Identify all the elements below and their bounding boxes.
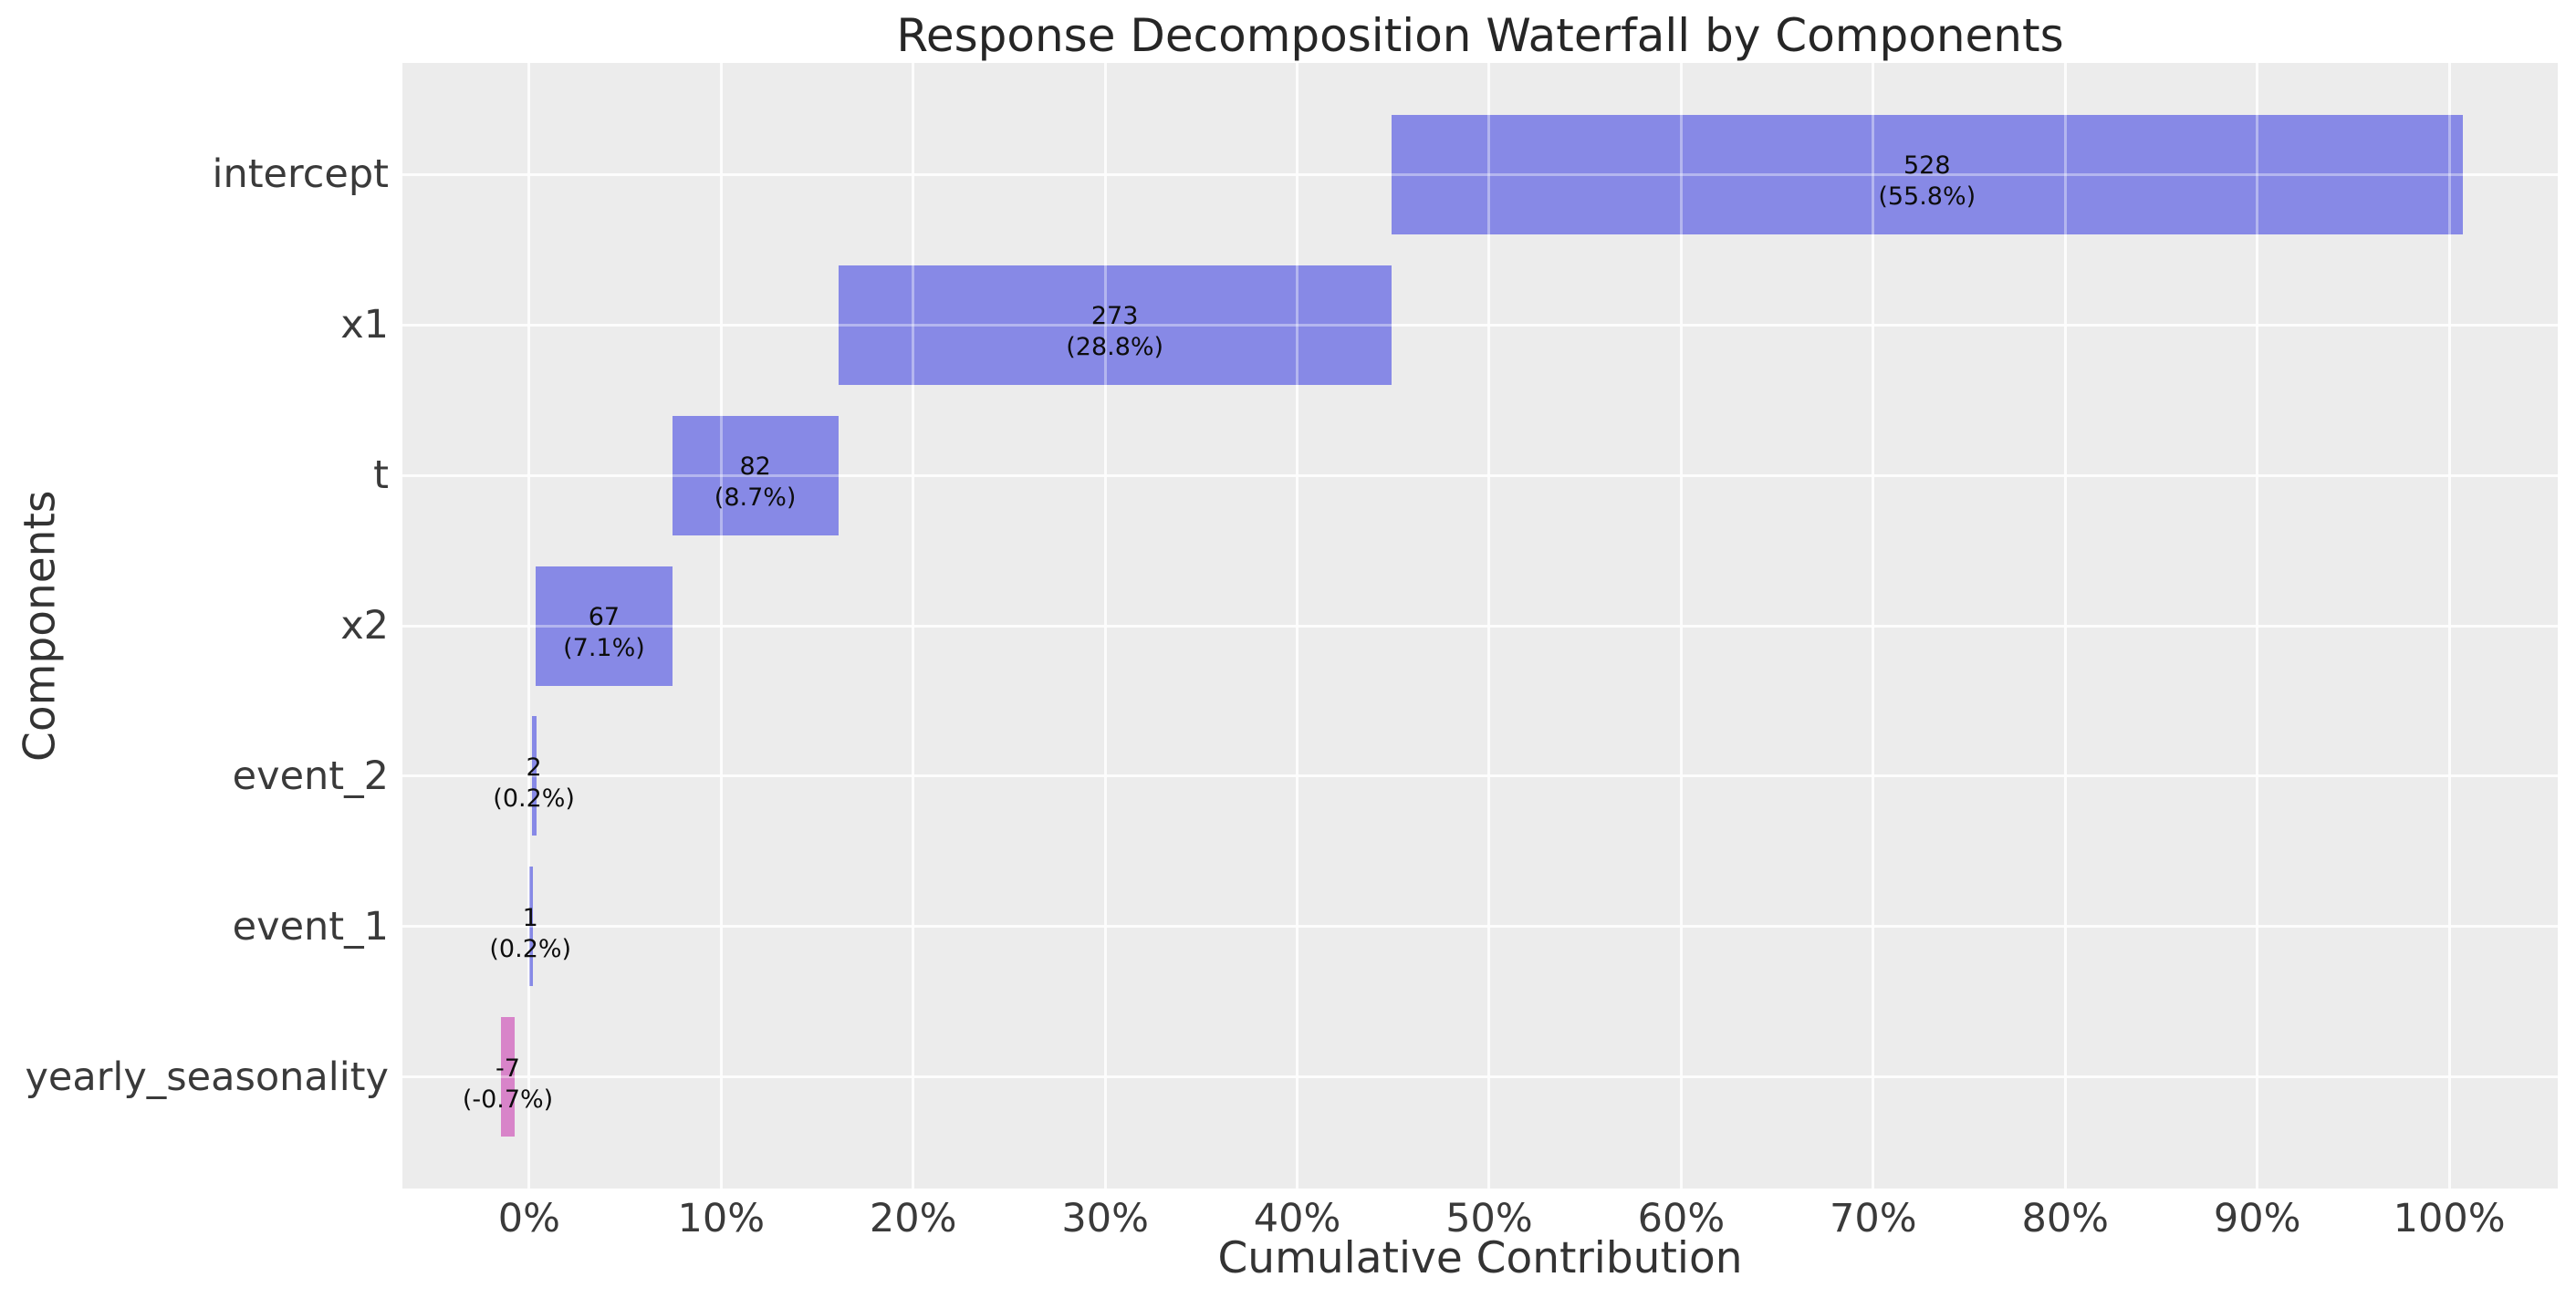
gridline-horizontal xyxy=(402,624,2558,628)
bar-label-yearly_seasonality: -7 (-0.7%) xyxy=(463,1054,553,1116)
bar-percent: (-0.7%) xyxy=(462,1085,554,1114)
x-tick-label: 50% xyxy=(1445,1196,1533,1241)
bar-percent: (28.8%) xyxy=(1066,333,1164,362)
x-tick-label: 90% xyxy=(2213,1196,2301,1241)
bar-label-event_1: 1 (0.2%) xyxy=(489,903,571,965)
gridline-horizontal-overlay xyxy=(402,774,2558,778)
gridline-vertical-overlay xyxy=(527,63,531,1189)
gridline-vertical-overlay xyxy=(1872,63,1875,1189)
gridline-horizontal-overlay xyxy=(402,624,2558,628)
gridline-vertical-overlay xyxy=(1296,63,1299,1189)
bar-event_2 xyxy=(531,716,537,836)
gridline-vertical-overlay xyxy=(1679,63,1683,1189)
bar-value: 528 xyxy=(1903,151,1951,181)
x-axis-title: Cumulative Contribution xyxy=(1217,1233,1743,1283)
bar-label-t: 82 (8.7%) xyxy=(714,452,797,514)
bar-value: -7 xyxy=(495,1054,520,1083)
bar-percent: (7.1%) xyxy=(563,634,645,662)
gridline-vertical-overlay xyxy=(2447,63,2451,1189)
bar-value: 1 xyxy=(522,903,538,932)
y-tick-label-intercept: intercept xyxy=(212,151,390,198)
x-tick-label: 100% xyxy=(2393,1196,2506,1241)
bar-percent: (8.7%) xyxy=(714,483,797,513)
y-tick-label-x2: x2 xyxy=(340,603,389,649)
gridline-horizontal xyxy=(402,774,2558,778)
bar-value: 67 xyxy=(588,603,621,631)
x-tick-label: 60% xyxy=(1637,1196,1726,1241)
y-tick-label-event_1: event_1 xyxy=(232,903,389,950)
bar-label-intercept: 528 (55.8%) xyxy=(1878,151,1976,213)
gridline-vertical-overlay xyxy=(1487,63,1491,1189)
y-tick-label-t: t xyxy=(373,452,389,499)
gridline-vertical-overlay xyxy=(719,63,723,1189)
x-tick-label: 0% xyxy=(497,1196,560,1241)
gridline-horizontal-overlay xyxy=(402,925,2558,929)
gridline-vertical-overlay xyxy=(2256,63,2259,1189)
gridline-horizontal xyxy=(402,473,2558,477)
y-tick-label-event_2: event_2 xyxy=(232,753,389,799)
bar-x1 xyxy=(838,265,1392,385)
gridline-horizontal xyxy=(402,925,2558,929)
gridline-horizontal xyxy=(402,323,2558,327)
bar-intercept xyxy=(1391,114,2463,234)
bar-yearly_seasonality xyxy=(501,1017,515,1137)
x-tick-label: 10% xyxy=(677,1196,766,1241)
x-tick-label: 30% xyxy=(1061,1196,1149,1241)
gridline-vertical-overlay xyxy=(1103,63,1107,1189)
bar-value: 82 xyxy=(739,452,771,482)
bar-percent: (0.2%) xyxy=(489,934,572,963)
chart-title: Response Decomposition Waterfall by Comp… xyxy=(896,9,2064,62)
gridline-vertical-overlay xyxy=(912,63,915,1189)
bar-t xyxy=(672,415,839,535)
gridline-horizontal-overlay xyxy=(402,172,2558,176)
bar-label-x2: 67 (7.1%) xyxy=(563,602,645,664)
bar-value: 273 xyxy=(1090,302,1139,331)
y-tick-label-x1: x1 xyxy=(340,302,389,348)
gridline-horizontal xyxy=(402,1075,2558,1079)
bar-value: 2 xyxy=(526,753,542,782)
bar-event_1 xyxy=(528,867,533,987)
y-tick-label-yearly_seasonality: yearly_seasonality xyxy=(25,1054,389,1100)
bar-x2 xyxy=(536,566,673,686)
x-tick-label: 70% xyxy=(1830,1196,1917,1241)
x-tick-label: 80% xyxy=(2021,1196,2110,1241)
bar-label-x1: 273 (28.8%) xyxy=(1066,301,1163,363)
x-tick-label: 20% xyxy=(869,1196,957,1241)
gridline-vertical-overlay xyxy=(2063,63,2067,1189)
gridline-horizontal-overlay xyxy=(402,1075,2558,1079)
plot-area: 528 (55.8%) 273 (28.8%) 82 (8.7%) 67 (7.1%) 2 (0.… xyxy=(402,63,2558,1189)
x-tick-label: 40% xyxy=(1253,1196,1341,1241)
bar-label-event_2: 2 (0.2%) xyxy=(493,753,575,815)
bar-percent: (0.2%) xyxy=(493,784,575,813)
gridline-horizontal-overlay xyxy=(402,473,2558,477)
gridline-horizontal-overlay xyxy=(402,323,2558,327)
bar-percent: (55.8%) xyxy=(1878,182,1976,212)
